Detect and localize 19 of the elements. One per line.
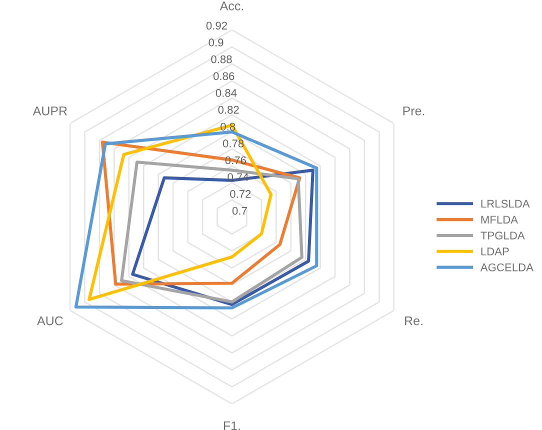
y-tick-label: 0.9 — [208, 38, 224, 46]
spoke-label: Acc. — [220, 2, 243, 10]
spoke-label: AUC — [37, 316, 63, 326]
spoke-label: F1. — [224, 421, 240, 430]
y-tick-label: 0.92 — [206, 22, 228, 30]
y-tick-label: 0.7 — [232, 206, 247, 215]
legend-label: LRLSLDA — [481, 200, 530, 208]
spoke-label: AUPR — [32, 106, 67, 116]
legend-label: MFLDA — [481, 216, 518, 224]
legend-label: TPGLDA — [480, 232, 525, 240]
y-tick-label: 0.88 — [211, 55, 232, 64]
spoke-label: Re. — [405, 316, 422, 326]
legend-label: AGCELDA — [480, 263, 534, 272]
y-tick-label: 0.82 — [218, 106, 239, 114]
spoke-label: Pre. — [403, 106, 424, 116]
y-tick-label: 0.72 — [230, 190, 251, 198]
legend-label: LDAP — [481, 248, 509, 256]
y-tick-label: 0.86 — [213, 72, 234, 80]
y-tick-label: 0.84 — [216, 89, 237, 97]
